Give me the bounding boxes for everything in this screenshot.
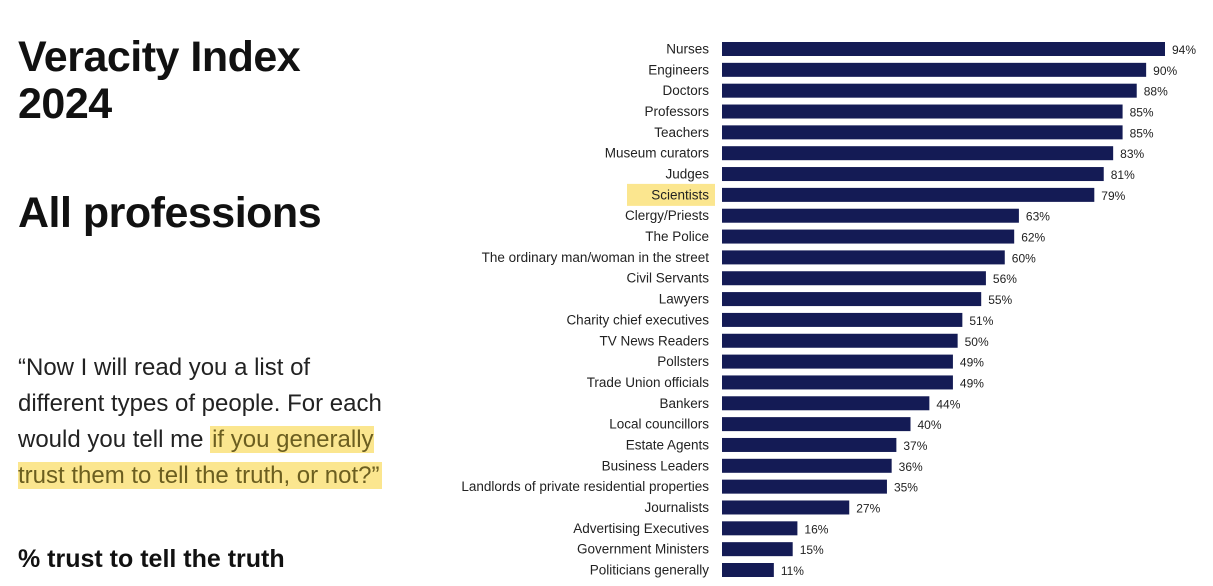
category-label: Trade Union officials	[587, 375, 710, 390]
category-label: Estate Agents	[626, 437, 710, 452]
category-label: Business Leaders	[602, 458, 710, 473]
category-label: Scientists	[651, 187, 709, 202]
bar	[722, 292, 982, 307]
category-label: Advertising Executives	[573, 521, 709, 536]
bar	[722, 146, 1114, 161]
bar	[722, 229, 1015, 244]
value-label: 63%	[1026, 210, 1050, 224]
bar	[722, 42, 1165, 56]
value-label: 49%	[960, 356, 984, 370]
value-label: 81%	[1111, 168, 1135, 182]
category-label: Nurses	[666, 42, 709, 57]
category-label: Local councillors	[609, 417, 709, 432]
category-label: Judges	[665, 167, 709, 182]
survey-question: “Now I will read you a list of different…	[18, 350, 388, 494]
question-text: “Now I will read you a list of different…	[18, 354, 382, 453]
value-label: 51%	[969, 314, 993, 328]
bar	[722, 62, 1147, 77]
bar	[722, 125, 1123, 140]
measure-label: % trust to tell the truth	[18, 545, 285, 573]
category-label: Charity chief executives	[566, 312, 709, 327]
category-label: Museum curators	[605, 146, 710, 161]
bar	[722, 500, 850, 515]
bar	[722, 437, 897, 452]
category-label: Politicians generally	[590, 563, 710, 578]
category-label: Journalists	[644, 500, 709, 515]
value-label: 56%	[993, 272, 1017, 286]
value-label: 83%	[1120, 147, 1144, 161]
value-label: 15%	[800, 543, 824, 557]
bar	[722, 333, 958, 348]
bar	[722, 375, 953, 390]
category-label: Professors	[644, 104, 709, 119]
category-label: Doctors	[662, 83, 709, 98]
category-label: Civil Servants	[626, 271, 709, 286]
value-label: 49%	[960, 376, 984, 390]
bar	[722, 167, 1104, 182]
bar	[722, 563, 774, 577]
bar	[722, 542, 793, 557]
value-label: 85%	[1130, 126, 1154, 140]
bar	[722, 417, 911, 432]
chart-title: Veracity Index 2024	[18, 33, 301, 128]
bar	[722, 354, 953, 369]
chart-subtitle: All professions	[18, 189, 322, 237]
value-label: 37%	[903, 439, 927, 453]
category-label: The Police	[645, 229, 709, 244]
category-label: Clergy/Priests	[625, 208, 709, 223]
value-label: 36%	[899, 460, 923, 474]
category-label: Pollsters	[657, 354, 709, 369]
category-highlight	[627, 183, 715, 206]
value-label: 16%	[804, 522, 828, 536]
bar	[722, 479, 887, 494]
category-label: Lawyers	[659, 292, 710, 307]
bar	[722, 104, 1123, 119]
bar	[722, 187, 1095, 202]
category-label: Government Ministers	[577, 542, 709, 557]
bar	[722, 271, 986, 286]
bar	[722, 250, 1005, 265]
value-label: 88%	[1144, 85, 1168, 99]
value-label: 55%	[988, 293, 1012, 307]
bar	[722, 83, 1137, 98]
value-label: 27%	[856, 501, 880, 515]
bar	[722, 521, 798, 536]
category-label: Teachers	[654, 125, 709, 140]
value-label: 94%	[1172, 43, 1196, 57]
value-label: 60%	[1012, 251, 1036, 265]
category-label: TV News Readers	[599, 333, 709, 348]
value-label: 85%	[1130, 106, 1154, 120]
value-label: 44%	[936, 397, 960, 411]
value-label: 90%	[1153, 64, 1177, 78]
value-label: 11%	[781, 564, 804, 578]
value-label: 40%	[918, 418, 942, 432]
bar	[722, 458, 892, 473]
category-label: Bankers	[659, 396, 709, 411]
value-label: 50%	[965, 335, 989, 349]
value-label: 35%	[894, 481, 918, 495]
category-label: The ordinary man/woman in the street	[482, 250, 710, 265]
value-label: 62%	[1021, 231, 1045, 245]
category-label: Engineers	[648, 62, 709, 77]
value-label: 79%	[1101, 189, 1125, 203]
category-label: Landlords of private residential propert…	[461, 479, 709, 494]
bar	[722, 208, 1019, 223]
bar	[722, 312, 963, 327]
bar	[722, 396, 930, 411]
